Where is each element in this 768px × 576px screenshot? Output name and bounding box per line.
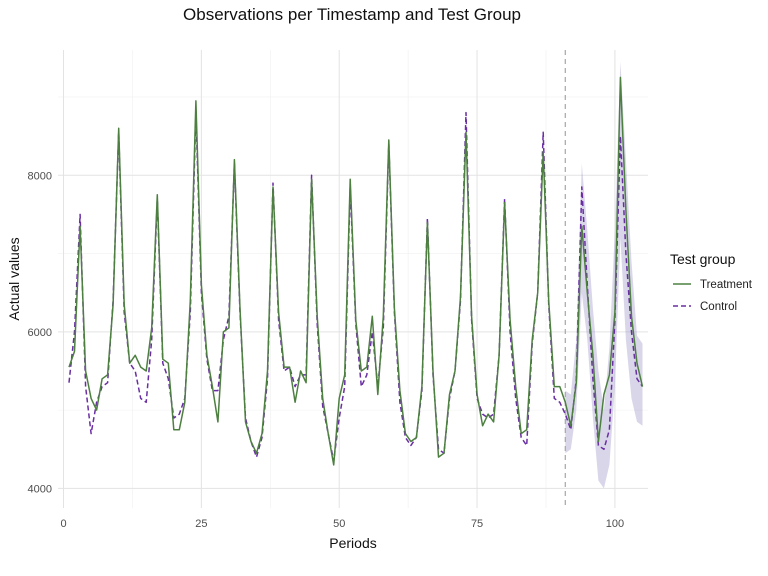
confidence-band <box>565 61 643 489</box>
y-axis-ticks: 4000 6000 8000 <box>28 170 52 495</box>
x-tick-label: 50 <box>333 518 345 530</box>
y-axis-label: Actual values <box>6 237 22 320</box>
y-tick-label: 8000 <box>28 170 52 182</box>
x-tick-label: 75 <box>471 518 483 530</box>
x-tick-label: 0 <box>60 518 66 530</box>
series-layer <box>68 76 644 466</box>
series-line-treatment <box>68 76 644 466</box>
plot-panel <box>58 50 648 508</box>
x-axis-label: Periods <box>329 535 376 551</box>
y-tick-label: 4000 <box>28 483 52 495</box>
confidence-band-layer <box>565 61 643 489</box>
legend-title: Test group <box>670 251 736 267</box>
x-tick-label: 25 <box>195 518 207 530</box>
x-axis-ticks: 0 25 50 75 100 <box>60 518 624 530</box>
y-tick-label: 6000 <box>28 327 52 339</box>
legend: Test group Treatment Control <box>670 251 753 313</box>
chart-title: Observations per Timestamp and Test Grou… <box>183 5 521 24</box>
x-tick-label: 100 <box>606 518 624 530</box>
legend-label-control: Control <box>700 301 737 313</box>
legend-label-treatment: Treatment <box>700 279 753 291</box>
